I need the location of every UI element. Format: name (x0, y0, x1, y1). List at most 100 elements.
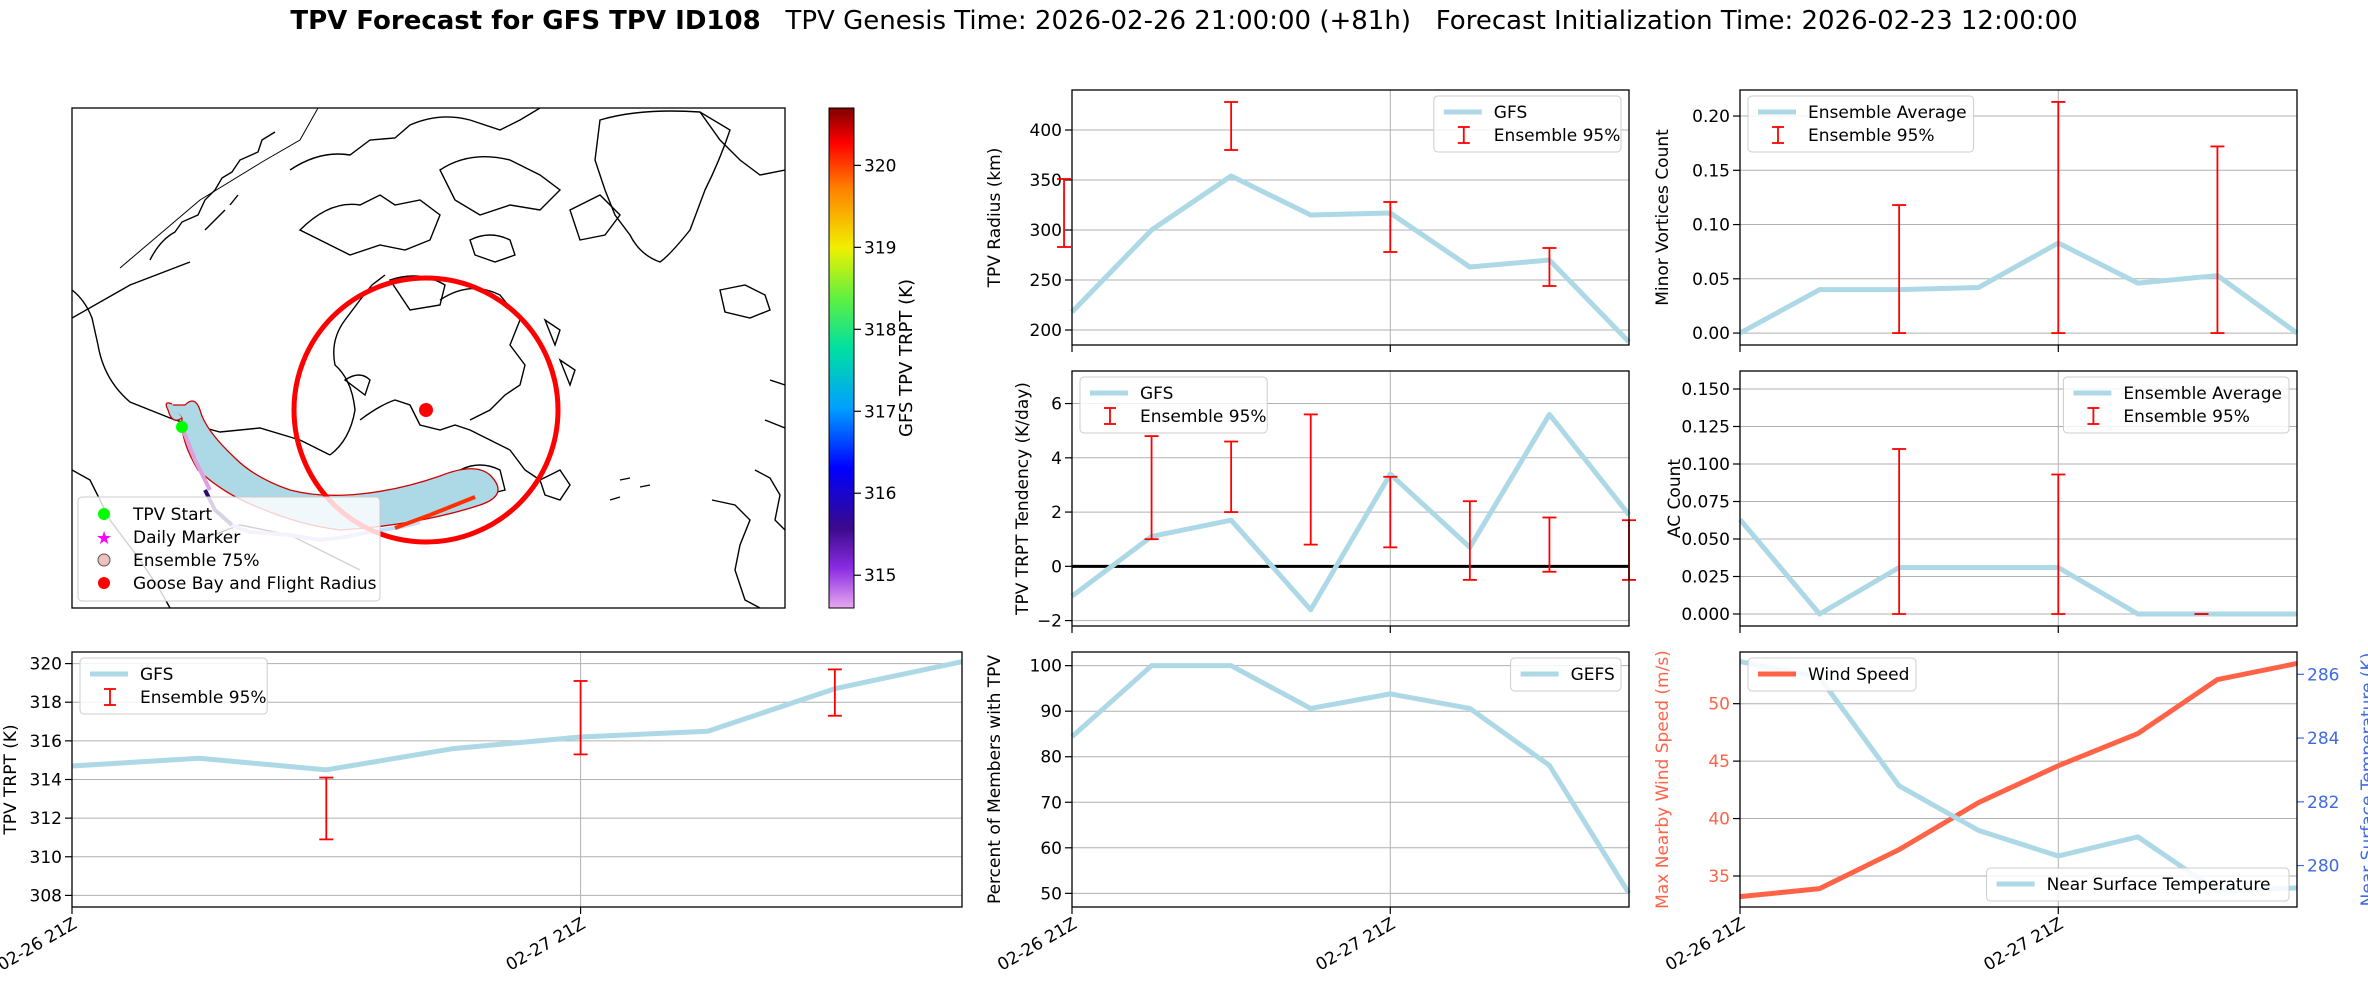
tpv-start-marker (176, 421, 188, 433)
y-tick-label: 250 (1030, 271, 1062, 291)
legend-minor: Ensemble Average Ensemble 95% (1747, 95, 1975, 153)
chart-members: 50 60 70 80 90 100 02-26 21Z 02-27 21Z Percent o… (985, 651, 1632, 975)
y-tick-label: 314 (30, 771, 62, 791)
y-tick-label: 35 (1708, 867, 1730, 887)
figure-title: TPV Forecast for GFS TPV ID108 TPV Genes… (0, 6, 2368, 36)
axes-frame (1739, 651, 2298, 908)
legend-ensemble-label: Ensemble 75% (133, 551, 260, 571)
series-line-wind (1739, 661, 2298, 900)
legend-members: GEFS (1510, 657, 1622, 692)
y-tick-label: 0.15 (1692, 161, 1730, 181)
legend-box (1510, 657, 1622, 692)
legend-label: Ensemble Average (1808, 103, 1967, 123)
colorbar-tick-label: 317 (864, 402, 896, 422)
colorbar-tick-label: 316 (864, 484, 896, 504)
legend-label: Ensemble Average (2123, 384, 2282, 404)
title-init: Forecast Initialization Time: 2026-02-23… (1435, 6, 2078, 36)
y-tick-label: 350 (1030, 171, 1062, 191)
colorbar-tick-label: 318 (864, 320, 896, 340)
y-axis-label: TPV TRPT (K) (1, 724, 21, 835)
y2-tick-label: 282 (2307, 793, 2339, 813)
y-tick-label: 40 (1708, 810, 1730, 830)
title-genesis: TPV Genesis Time: 2026-02-26 21:00:00 (+… (785, 6, 1411, 36)
y-tick-label: 0.125 (1681, 418, 1730, 438)
axes-frame (1739, 89, 2298, 346)
legend-daily-label: Daily Marker (133, 528, 240, 548)
title-bold: TPV Forecast for GFS TPV ID108 (290, 6, 761, 36)
map-panel: TPV Start ★ Daily Marker Ensemble 75% Go… (71, 107, 786, 609)
y-tick-label: 312 (30, 809, 62, 829)
series-line-members (1070, 663, 1632, 895)
y-tick-label: −2 (1037, 612, 1062, 632)
legend-ac: Ensemble Average Ensemble 95% (2062, 376, 2290, 434)
chart-trpt: 308 310 312 314 316 318 320 02-26 21Z 02-27 21Z T… (0, 651, 963, 975)
colorbar-tick-label: 319 (864, 238, 896, 258)
series-line-radius (1070, 173, 1631, 344)
y-tick-label: 45 (1708, 752, 1730, 772)
map-legend: TPV Start ★ Daily Marker Ensemble 75% Go… (77, 496, 381, 602)
x-tick-label: 02-26 21Z (994, 914, 1080, 975)
y-tick-label: 320 (30, 655, 62, 675)
goose-bay-marker (419, 403, 433, 417)
y-tick-label: 0.000 (1681, 605, 1730, 625)
legend-box (2062, 376, 2290, 434)
legend-label: Ensemble 95% (2123, 407, 2250, 427)
legend-label: GFS (140, 665, 173, 685)
y-tick-label: 300 (1030, 221, 1062, 241)
axes-frame (1739, 370, 2298, 627)
axes-frame (1071, 89, 1630, 346)
legend-tendency: GFS Ensemble 95% (1079, 376, 1268, 434)
chart-radius: 200 250 300 350 400 TPV Radius (km) GFS Ensembl… (985, 89, 1631, 352)
legend-trpt: GFS Ensemble 95% (79, 657, 268, 715)
y-tick-label: 0.025 (1681, 568, 1730, 588)
y2-tick-label: 284 (2307, 729, 2339, 749)
legend-start-label: TPV Start (132, 505, 213, 525)
x-tick-label: 02-27 21Z (1980, 914, 2066, 975)
legend-label: Ensemble 95% (1808, 126, 1935, 146)
y2-tick-label: 286 (2307, 665, 2339, 685)
y2-axis-label: Near Surface Temperature (K) (2358, 653, 2368, 907)
chart-tendency: −2 0 2 4 6 TPV TRPT Tendency (K/day) GFS Ensemb… (1013, 370, 1636, 633)
series-line-tendency (1070, 411, 1631, 613)
y-tick-label: 50 (1040, 884, 1062, 904)
legend-wind: Wind Speed (1747, 657, 1917, 692)
axes-frame (71, 651, 963, 908)
y-tick-label: 308 (30, 886, 62, 906)
colorbar-label: GFS TPV TRPT (K) (896, 279, 917, 437)
colorbar: 315 316 317 318 319 320 GFS TPV TRPT (K) (828, 107, 917, 609)
y-axis-label: Minor Vortices Count (1653, 129, 1673, 306)
y-tick-label: 0.075 (1681, 493, 1730, 513)
y-tick-label: 4 (1051, 449, 1062, 469)
series-line-minor (1738, 240, 2299, 336)
y-tick-label: 90 (1040, 702, 1062, 722)
y-tick-label: 310 (30, 848, 62, 868)
y-tick-label: 0.150 (1681, 380, 1730, 400)
tpv-track-start (180, 426, 212, 491)
y-tick-label: 100 (1030, 657, 1062, 677)
y-tick-label: 2 (1051, 503, 1062, 523)
legend-label: Near Surface Temperature (2047, 875, 2271, 895)
x-tick-label: 02-27 21Z (1312, 914, 1398, 975)
y-tick-label: 50 (1708, 695, 1730, 715)
y-tick-label: 60 (1040, 839, 1062, 859)
legend-label: GEFS (1571, 665, 1615, 685)
y2-tick-label: 280 (2307, 857, 2339, 877)
series2-line-wind (1739, 659, 2298, 894)
colorbar-tick-label: 315 (864, 566, 896, 586)
map-coastlines (72, 108, 785, 608)
legend-start-icon (98, 508, 110, 520)
legend-goose-label: Goose Bay and Flight Radius (133, 574, 377, 594)
y-tick-label: 70 (1040, 793, 1062, 813)
legend-wind: Near Surface Temperature (1986, 867, 2290, 902)
legend-box (1986, 867, 2290, 902)
y-axis-label: AC Count (1665, 459, 1685, 538)
legend-label: Ensemble 95% (140, 688, 267, 708)
y-tick-label: 0.050 (1681, 530, 1730, 550)
tpv-track-final (394, 495, 476, 530)
y-axis-label: TPV Radius (km) (985, 148, 1005, 289)
x-tick-label: 02-26 21Z (1662, 914, 1748, 975)
axes-frame (1071, 370, 1630, 627)
chart-wind: 35 40 45 50 02-26 21Z 02-27 21Z 280 282 284 286 Ne… (1653, 650, 2368, 975)
legend-label: Ensemble 95% (1140, 407, 1267, 427)
